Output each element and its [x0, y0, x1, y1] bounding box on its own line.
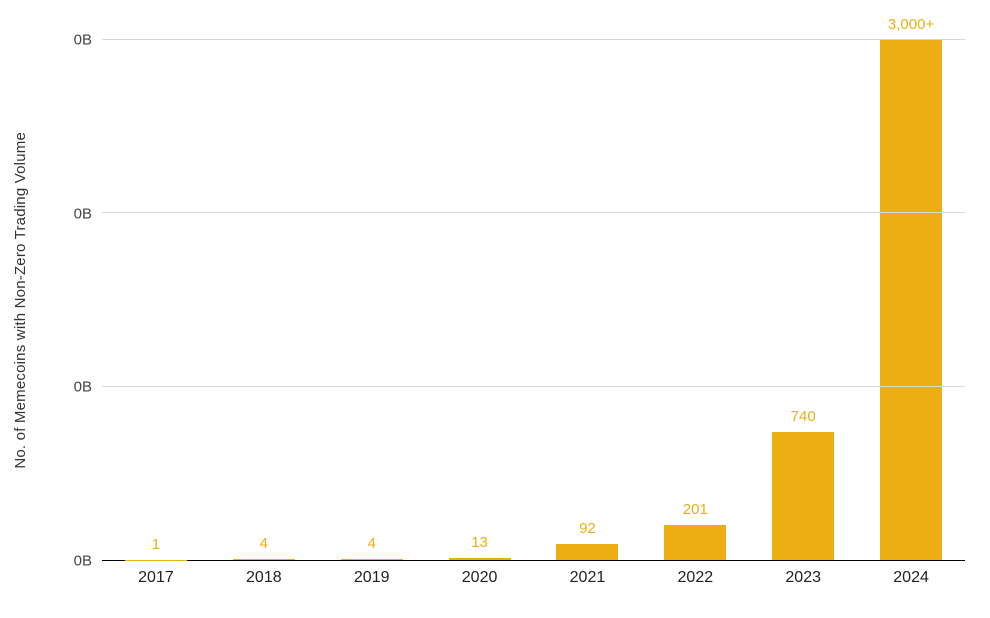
y-tick-label: 0B: [73, 31, 92, 49]
bar-column-2021: 92 2021: [534, 40, 642, 586]
plot-area: 1 2017 4 2018 4 2019 13 2020 92 2021 201 2022 740 202…: [102, 16, 965, 586]
x-tick-label: 2018: [246, 569, 282, 586]
gridline: [102, 39, 965, 40]
bar-value-label: 740: [790, 407, 816, 425]
x-tick-label: 2022: [677, 569, 714, 586]
y-axis-title: No. of Memecoins with Non-Zero Trading V…: [8, 40, 32, 561]
bar-column-2017: 1 2017: [102, 40, 210, 586]
y-tick-label: 0B: [73, 378, 92, 396]
x-tick-label: 2024: [893, 569, 929, 586]
bar-value-label: 3,000+: [887, 16, 935, 33]
gridline: [102, 385, 965, 387]
bar-2018: [232, 559, 295, 560]
y-tick-label: 0B: [73, 552, 92, 570]
y-axis-tick-labels: 0B 0B 0B 0B: [50, 32, 92, 570]
bar-2021: [556, 544, 619, 560]
bar-column-2020: 13 2020: [426, 40, 534, 586]
x-tick-label: 2019: [353, 569, 390, 586]
bar-value-label: 92: [579, 520, 596, 538]
bar-2022: [664, 525, 727, 560]
bar-column-2024: 3,000+ 2024: [857, 16, 965, 586]
bar-2023: [772, 431, 835, 560]
bar-column-2019: 4 2019: [318, 40, 426, 586]
bar-value-label: 13: [471, 533, 488, 551]
bar-column-2022: 201 2022: [641, 40, 749, 586]
x-tick-label: 2023: [785, 569, 821, 586]
y-tick-label: 0B: [73, 205, 92, 223]
gridline: [102, 212, 965, 214]
x-tick-label: 2021: [569, 569, 606, 586]
bar-2019: [340, 559, 403, 560]
bar-column-2023: 740 2023: [749, 40, 857, 586]
bar-value-label: 201: [682, 501, 708, 519]
bar-columns: 1 2017 4 2018 4 2019 13 2020 92 2021 201 2022 740 202…: [102, 16, 965, 586]
bar-value-label: 4: [367, 535, 376, 553]
y-axis-title-text: No. of Memecoins with Non-Zero Trading V…: [11, 132, 29, 469]
bar-value-label: 1: [151, 535, 161, 553]
bar-2024: [880, 40, 943, 560]
bar-2020: [448, 557, 511, 560]
bar-value-label: 4: [259, 535, 268, 553]
x-tick-label: 2017: [138, 569, 174, 586]
x-tick-label: 2020: [461, 569, 498, 586]
bar-column-2018: 4 2018: [210, 40, 318, 586]
